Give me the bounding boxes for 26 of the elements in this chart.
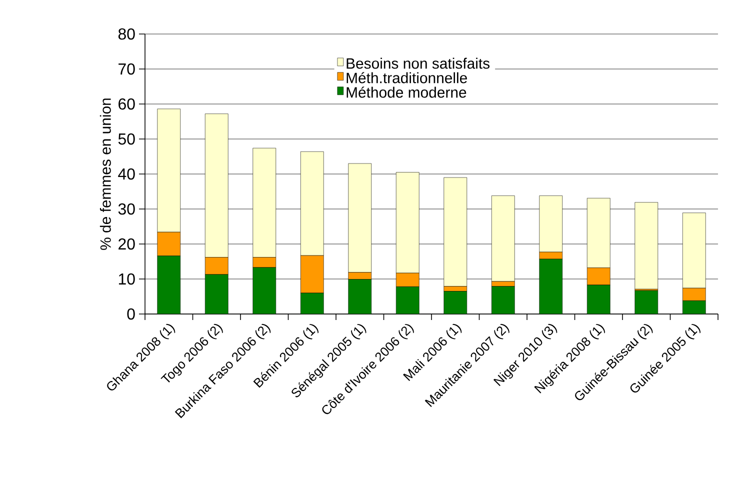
bar [539, 258, 563, 314]
legend-label: Méth.traditionnelle [346, 72, 467, 84]
bar [634, 290, 658, 314]
y-tick-label: 50 [118, 133, 135, 145]
y-tick-label: 0 [127, 308, 135, 320]
y-tick-label: 10 [118, 273, 135, 285]
bar [682, 300, 706, 314]
y-tick-label: 20 [118, 238, 135, 250]
bar [396, 286, 420, 314]
bar [348, 279, 372, 314]
y-tick-label: 30 [118, 203, 135, 215]
bar [586, 284, 610, 314]
legend-label: Méthode moderne [346, 86, 466, 98]
bar [491, 196, 515, 282]
y-tick-label: 60 [118, 98, 135, 110]
y-tick-label: 40 [118, 168, 135, 180]
bar [300, 292, 324, 314]
bar [444, 291, 468, 314]
legend-label: Besoins non satisfaits [346, 58, 490, 69]
y-axis-title: % de femmes en union [100, 98, 111, 250]
y-tick-label: 70 [118, 63, 135, 75]
y-tick-label: 80 [118, 28, 135, 40]
bar [491, 286, 515, 314]
bar [204, 274, 228, 314]
bar [252, 267, 276, 314]
bar [157, 256, 181, 314]
